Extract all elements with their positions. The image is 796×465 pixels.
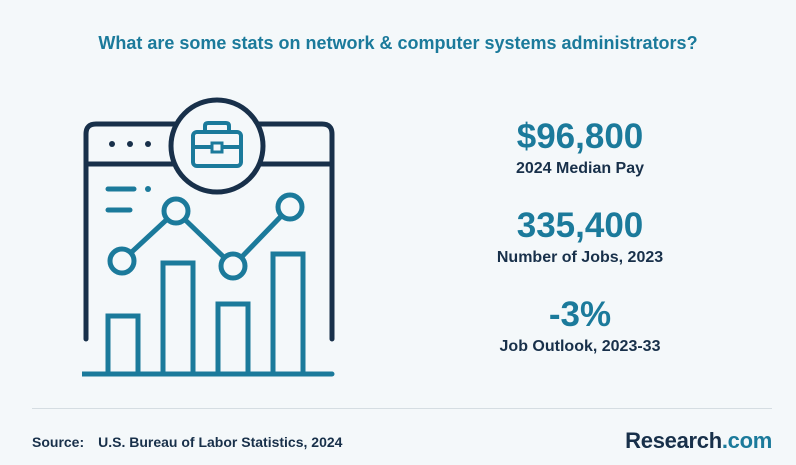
menu-dot <box>145 186 151 192</box>
stat-label: 2024 Median Pay <box>515 160 645 177</box>
stat-label: Number of Jobs, 2023 <box>496 249 664 266</box>
page-title: What are some stats on network & compute… <box>98 33 698 53</box>
bar <box>160 260 196 377</box>
bar <box>270 251 306 377</box>
bar <box>215 301 251 377</box>
source-label: Source: <box>32 434 85 450</box>
stat-label: Job Outlook, 2023-33 <box>499 338 661 355</box>
window-dot <box>109 141 115 147</box>
brand-name: Research <box>625 428 722 453</box>
stat-value: 335,400 <box>516 206 644 245</box>
window-dot <box>145 141 151 147</box>
trend-point <box>218 251 248 281</box>
brand-suffix: .com <box>721 428 772 453</box>
briefcase-icon <box>191 121 243 168</box>
trend-point <box>107 246 137 276</box>
window-dot <box>127 141 133 147</box>
stat-number-of-jobs: 335,400 Number of Jobs, 2023 <box>470 207 690 267</box>
stat-value: $96,800 <box>516 117 644 156</box>
stat-job-outlook: -3% Job Outlook, 2023-33 <box>470 296 690 356</box>
trend-line <box>120 205 292 269</box>
analytics-browser-briefcase-icon <box>82 97 335 377</box>
browser-window-outline <box>83 121 335 342</box>
brand-logo: Research.com <box>625 428 772 454</box>
trend-point <box>161 196 191 226</box>
source-text: U.S. Bureau of Labor Statistics, 2024 <box>98 434 343 450</box>
stat-median-pay: $96,800 2024 Median Pay <box>470 118 690 178</box>
footer-divider <box>32 408 772 409</box>
stat-value: -3% <box>548 295 612 334</box>
bar <box>105 313 141 377</box>
trend-point <box>275 192 305 222</box>
source-citation: Source: U.S. Bureau of Labor Statistics, … <box>32 434 342 450</box>
